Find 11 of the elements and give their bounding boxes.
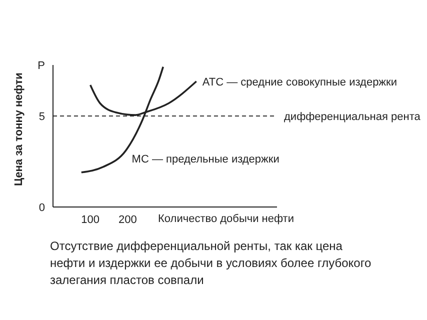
y-tick-label: P [38,60,45,72]
x-tick-label: 200 [118,214,137,226]
series-label: ATC — средние совокупные издержки [202,76,398,88]
series-label: MC — предельные издержки [132,154,280,166]
y-tick-label: 5 [38,110,45,123]
x-tick-label: 100 [81,214,100,226]
y-axis-title: Цена за тонну нефти [12,72,25,186]
x-axis-title: Количество добычи нефти [158,213,294,225]
y-tick-label: 0 [38,202,45,214]
text: Отсутствие дифференциальной ренты, так как цена нефти и издержки ее добычи в условиях более глубокого залегания пластов совпали [50,238,372,289]
ref-line-label: дифференциальная рента [284,110,422,123]
